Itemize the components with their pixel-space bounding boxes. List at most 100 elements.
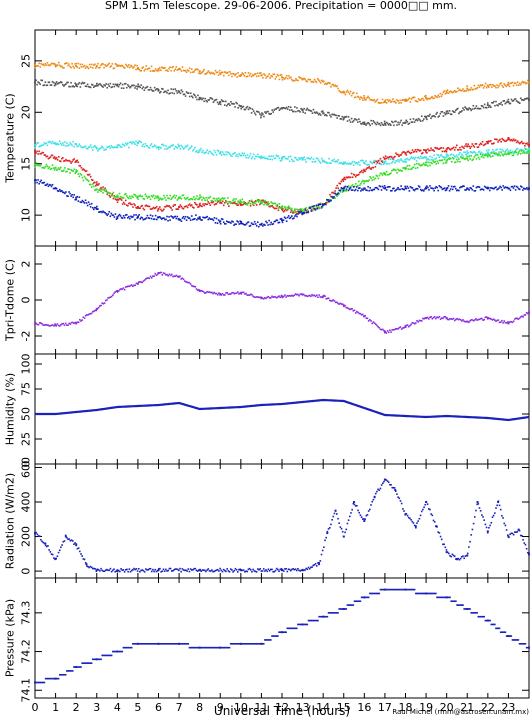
data-point bbox=[406, 588, 409, 591]
data-point bbox=[156, 273, 159, 276]
data-point bbox=[234, 74, 236, 77]
data-point bbox=[279, 207, 282, 209]
data-point bbox=[318, 561, 320, 564]
data-point bbox=[404, 158, 407, 161]
data-point bbox=[190, 145, 193, 148]
data-point bbox=[381, 98, 384, 101]
data-point bbox=[183, 93, 186, 96]
data-point bbox=[236, 202, 238, 205]
data-point bbox=[433, 150, 435, 152]
data-point bbox=[382, 156, 385, 159]
data-point bbox=[310, 208, 313, 211]
data-point bbox=[368, 179, 370, 181]
data-point bbox=[379, 124, 382, 127]
data-point bbox=[433, 115, 435, 117]
data-point bbox=[182, 569, 185, 571]
data-point bbox=[45, 142, 48, 145]
data-point bbox=[255, 296, 258, 298]
data-point bbox=[372, 99, 375, 102]
data-point bbox=[39, 152, 41, 155]
data-point bbox=[349, 187, 352, 189]
data-point bbox=[312, 564, 315, 567]
data-point bbox=[294, 293, 297, 295]
data-point bbox=[414, 167, 417, 170]
data-point bbox=[232, 103, 234, 105]
data-point bbox=[418, 164, 421, 166]
data-point bbox=[395, 160, 397, 162]
data-point bbox=[443, 112, 446, 114]
data-point bbox=[183, 280, 186, 282]
data-point bbox=[318, 112, 321, 115]
data-point bbox=[198, 70, 201, 73]
data-point bbox=[341, 178, 344, 181]
data-point bbox=[434, 158, 436, 160]
data-point bbox=[181, 146, 184, 148]
data-point bbox=[186, 216, 189, 218]
data-point bbox=[294, 568, 297, 571]
data-point bbox=[326, 162, 328, 164]
data-point bbox=[484, 619, 487, 622]
data-point bbox=[343, 163, 346, 165]
data-point bbox=[446, 318, 449, 321]
data-point bbox=[419, 514, 422, 517]
data-point bbox=[218, 200, 221, 203]
data-point bbox=[339, 189, 342, 192]
data-point bbox=[411, 149, 414, 151]
data-point bbox=[298, 212, 300, 215]
data-point bbox=[345, 176, 348, 179]
data-point bbox=[374, 177, 377, 180]
data-point bbox=[249, 72, 252, 75]
data-point bbox=[44, 165, 47, 168]
data-point bbox=[359, 514, 362, 516]
data-point bbox=[231, 292, 233, 294]
data-point bbox=[199, 289, 201, 292]
data-point bbox=[165, 145, 167, 148]
data-point bbox=[143, 279, 146, 281]
data-point bbox=[307, 295, 310, 297]
data-point bbox=[259, 296, 261, 299]
data-point bbox=[197, 94, 199, 97]
data-point bbox=[286, 216, 289, 219]
data-point bbox=[172, 643, 174, 645]
data-point bbox=[477, 615, 480, 618]
data-point bbox=[214, 292, 217, 295]
data-point bbox=[114, 570, 116, 573]
data-point bbox=[249, 152, 252, 155]
data-point bbox=[222, 221, 225, 224]
data-point bbox=[328, 111, 330, 114]
data-point bbox=[245, 223, 248, 225]
data-point bbox=[71, 62, 73, 65]
data-point bbox=[112, 650, 114, 653]
data-point bbox=[126, 568, 128, 571]
data-point bbox=[166, 91, 168, 94]
data-point bbox=[487, 153, 490, 156]
data-point bbox=[431, 156, 433, 159]
data-point bbox=[197, 206, 199, 208]
data-point bbox=[139, 570, 141, 573]
data-point bbox=[162, 217, 164, 220]
data-point bbox=[380, 484, 383, 486]
data-point bbox=[497, 152, 499, 155]
data-point bbox=[208, 150, 211, 153]
data-point bbox=[399, 500, 402, 502]
data-point bbox=[516, 147, 519, 150]
data-point bbox=[514, 149, 517, 152]
data-point bbox=[436, 160, 439, 163]
data-point bbox=[35, 322, 37, 325]
data-point bbox=[391, 588, 394, 591]
data-point bbox=[100, 147, 102, 149]
data-point bbox=[276, 107, 279, 109]
data-point bbox=[326, 201, 328, 204]
data-point bbox=[148, 277, 151, 280]
data-point bbox=[202, 70, 204, 73]
data-point bbox=[73, 85, 75, 88]
data-point bbox=[193, 93, 195, 96]
data-point bbox=[133, 284, 135, 287]
data-point bbox=[221, 197, 224, 199]
data-point bbox=[454, 161, 457, 164]
data-point bbox=[133, 567, 135, 570]
data-point bbox=[201, 199, 203, 201]
data-point bbox=[456, 108, 458, 111]
data-point bbox=[219, 222, 222, 225]
data-point bbox=[476, 501, 479, 503]
